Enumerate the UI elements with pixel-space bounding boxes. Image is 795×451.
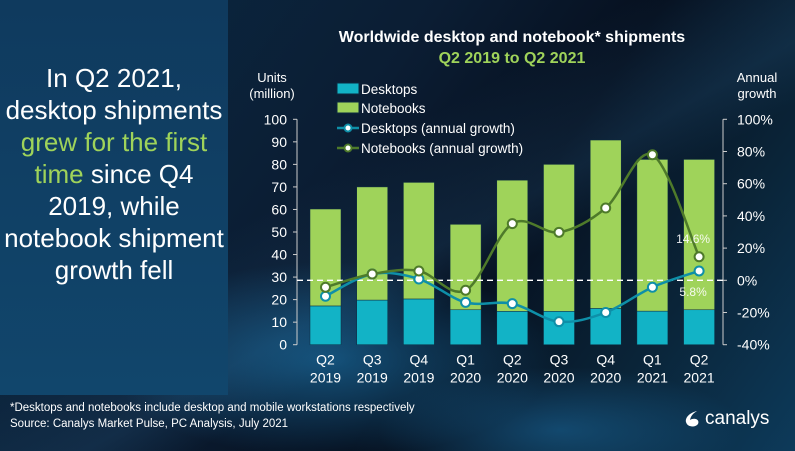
x-tick-label: Q4 bbox=[596, 352, 615, 368]
x-tick-label: Q3 bbox=[363, 352, 382, 368]
notebook-growth-point bbox=[646, 149, 658, 161]
legend-label: Notebooks bbox=[361, 101, 426, 116]
y-axis-label-line: Units bbox=[257, 70, 287, 85]
annotation-notebook-growth: 14.6% bbox=[676, 232, 710, 246]
desktop-growth-point bbox=[600, 307, 612, 318]
bar-desktops bbox=[403, 298, 435, 345]
bar-notebooks bbox=[683, 159, 715, 311]
x-tick-label: Q1 bbox=[643, 352, 662, 368]
headline-highlight: grew for the first time bbox=[20, 127, 208, 189]
logo-text: canalys bbox=[705, 408, 770, 429]
y2-tick-label: 20% bbox=[737, 240, 765, 256]
x-tick-label-year: 2021 bbox=[684, 370, 715, 386]
y-tick-label: 30 bbox=[271, 269, 287, 285]
footer: *Desktops and notebooks include desktop … bbox=[10, 400, 415, 432]
bar-desktops bbox=[496, 311, 529, 345]
x-tick-label-year: 2019 bbox=[403, 370, 434, 386]
notebook-growth-point bbox=[693, 251, 705, 263]
annotation-desktop-growth: 5.8% bbox=[679, 285, 707, 299]
bar-desktops bbox=[356, 299, 388, 345]
x-tick-label-year: 2020 bbox=[543, 370, 574, 386]
desktop-growth-point bbox=[646, 281, 658, 293]
x-tick-label-year: 2020 bbox=[450, 370, 481, 386]
x-tick-label: Q3 bbox=[550, 352, 569, 368]
y-axis-label: Units(million) bbox=[249, 70, 295, 101]
x-tick-label: Q2 bbox=[316, 352, 335, 368]
legend-marker bbox=[343, 123, 353, 133]
y2-tick-label: 100% bbox=[737, 111, 773, 127]
bar-desktops bbox=[449, 309, 482, 345]
y-axis-label-line: (million) bbox=[249, 86, 295, 101]
y-tick-label: 60 bbox=[271, 201, 287, 217]
y-tick-label: 70 bbox=[271, 179, 287, 195]
source-note: Source: Canalys Market Pulse, PC Analysi… bbox=[10, 418, 289, 430]
notebook-growth-point bbox=[320, 281, 331, 293]
desktop-growth-point bbox=[320, 290, 331, 302]
y2-tick-label: -40% bbox=[737, 337, 770, 353]
desktop-growth-point bbox=[693, 265, 705, 277]
y-tick-label: 10 bbox=[271, 314, 287, 330]
y-tick-label: 40 bbox=[271, 247, 287, 263]
y-tick-label: 50 bbox=[271, 224, 287, 240]
notebook-growth-point bbox=[460, 284, 472, 296]
x-tick-label-year: 2021 bbox=[637, 370, 668, 386]
x-tick-label-year: 2020 bbox=[590, 370, 621, 386]
footnote: *Desktops and notebooks include desktop … bbox=[10, 402, 415, 414]
y2-tick-label: 0% bbox=[737, 272, 757, 288]
legend-swatch bbox=[336, 82, 360, 95]
bar-notebooks bbox=[496, 179, 529, 312]
x-tick-label: Q4 bbox=[410, 352, 429, 368]
bar-notebooks bbox=[543, 164, 575, 312]
y-tick-label: 80 bbox=[271, 156, 287, 172]
bar-desktops bbox=[683, 309, 715, 345]
y2-axis-label-line: growth bbox=[737, 86, 776, 101]
desktop-growth-point bbox=[506, 298, 518, 310]
canalys-logo-icon bbox=[685, 411, 699, 427]
desktop-growth-point bbox=[460, 296, 472, 308]
notebook-growth-point bbox=[413, 265, 425, 277]
y-tick-label: 20 bbox=[271, 292, 287, 308]
x-tick-label: Q1 bbox=[456, 352, 475, 368]
legend-swatch bbox=[336, 101, 360, 114]
bar-desktops bbox=[636, 310, 669, 345]
notebook-growth-point bbox=[366, 268, 378, 280]
bar-notebooks bbox=[589, 139, 622, 309]
bar-desktops bbox=[309, 305, 342, 345]
y2-tick-label: -20% bbox=[737, 305, 770, 321]
canalys-logo: canalys bbox=[683, 408, 769, 430]
x-tick-label-year: 2019 bbox=[357, 370, 388, 386]
x-tick-label: Q2 bbox=[690, 352, 709, 368]
y-tick-label: 0 bbox=[279, 337, 287, 353]
headline-text: In Q2 2021, desktop shipments bbox=[5, 63, 223, 125]
legend-label: Notebooks (annual growth) bbox=[361, 141, 523, 156]
headline: In Q2 2021, desktop shipments grew for t… bbox=[0, 62, 228, 286]
notebook-growth-point bbox=[506, 218, 518, 230]
chart-subtitle: Q2 2019 to Q2 2021 bbox=[439, 50, 586, 67]
y2-tick-label: 60% bbox=[737, 176, 765, 192]
x-tick-label-year: 2020 bbox=[497, 370, 528, 386]
x-tick-label: Q2 bbox=[503, 352, 522, 368]
notebook-growth-point bbox=[553, 226, 565, 238]
y-tick-label: 90 bbox=[271, 134, 287, 150]
legend: Desktops Notebooks Desktops (annual growth… bbox=[336, 82, 523, 156]
chart-title: Worldwide desktop and notebook* shipment… bbox=[339, 29, 686, 46]
desktop-growth-point bbox=[553, 316, 565, 328]
headline-text-end: since Q4 2019, while notebook shipment g… bbox=[4, 159, 224, 285]
bar-notebooks bbox=[356, 186, 388, 301]
left-panel bbox=[0, 0, 228, 395]
y2-tick-label: 80% bbox=[737, 144, 765, 160]
x-tick-label-year: 2019 bbox=[310, 370, 341, 386]
legend-label: Desktops bbox=[361, 82, 418, 97]
notebook-growth-point bbox=[600, 202, 612, 214]
y2-axis-label-line: Annual bbox=[737, 70, 778, 85]
legend-label: Desktops (annual growth) bbox=[361, 121, 515, 136]
legend-marker bbox=[343, 143, 353, 153]
y2-tick-label: 40% bbox=[737, 208, 765, 224]
y-tick-label: 100 bbox=[264, 111, 288, 127]
